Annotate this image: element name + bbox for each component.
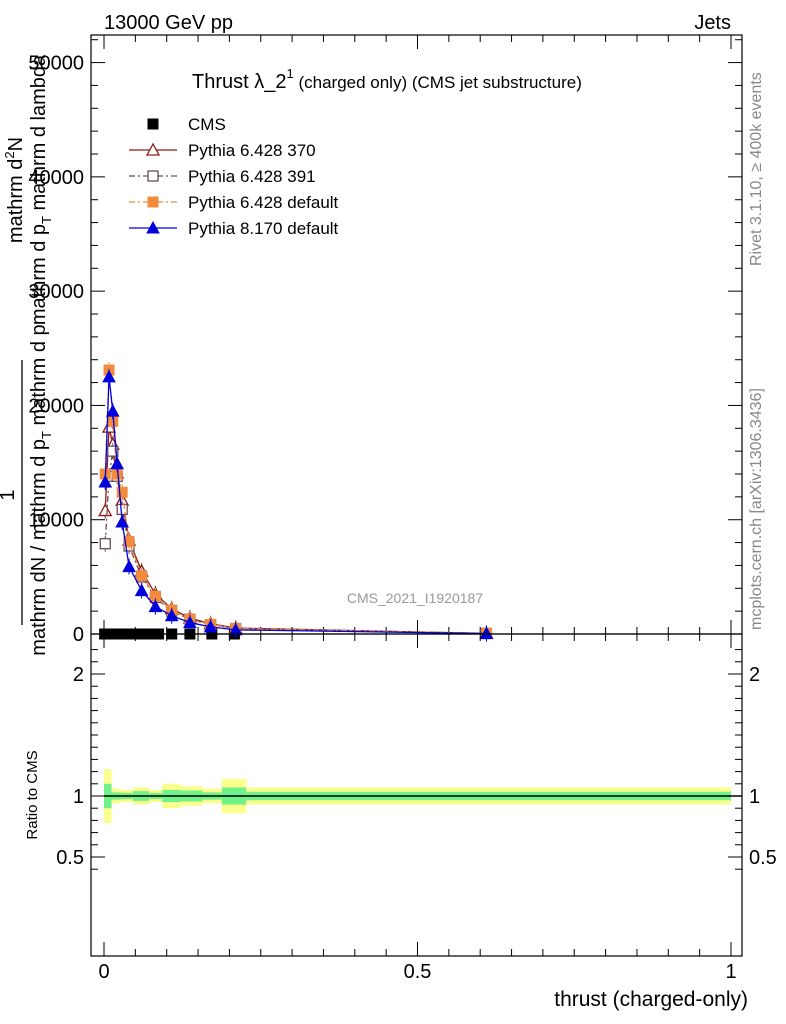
data-point: [116, 486, 128, 498]
data-point: [105, 404, 120, 417]
series-4: [98, 368, 494, 642]
legend-entry: Pythia 6.428 default: [129, 193, 339, 212]
y-tick-label: 10000: [28, 510, 84, 532]
legend-entry: CMS: [147, 115, 226, 134]
data-point: [183, 615, 197, 629]
data-point: [136, 570, 148, 582]
title-sup: 1: [287, 66, 294, 81]
y-tick-label: 20000: [28, 395, 84, 417]
main-y-tick-labels: 0 10000 20000 30000 40000 50000: [28, 53, 84, 646]
mcplots-label: mcplots.cern.ch [arXiv:1306.3436]: [748, 388, 765, 630]
ratio-y-tick-label-right: 0.5: [749, 847, 777, 869]
title-suffix: (charged only) (CMS jet substructure): [294, 73, 582, 92]
data-point: [164, 608, 179, 622]
ratio-y-label: Ratio to CMS: [24, 750, 41, 839]
legend-entry: Pythia 6.428 370: [129, 141, 316, 160]
rivet-label: Rivet 3.1.10, ≥ 400k events: [748, 72, 765, 266]
y-tick-label: 50000: [28, 53, 84, 75]
data-point: [123, 535, 135, 547]
legend-label: CMS: [188, 115, 226, 134]
ratio-y-tick-label-right: 1: [749, 786, 760, 808]
x-axis-label: thrust (charged-only): [554, 988, 748, 1011]
legend-label: Pythia 6.428 default: [188, 193, 339, 212]
data-point: [99, 538, 111, 550]
series-line: [104, 451, 487, 635]
ratio-y-tick-label-right: 2: [749, 664, 760, 686]
data-point: [115, 514, 130, 528]
data-point: [107, 445, 119, 457]
legend-marker: [146, 220, 160, 234]
x-tick-label: 0: [98, 961, 109, 983]
legend-label: Pythia 6.428 391: [188, 167, 316, 186]
main-axis-ticks: [91, 35, 742, 635]
data-point: [98, 474, 113, 488]
data-point: [148, 599, 163, 613]
ratio-y-tick-labels: 0.5 0.5 1 1 2 2: [56, 664, 777, 869]
y-tick-label: 30000: [28, 281, 84, 303]
ratio-y-tick-label: 0.5: [56, 847, 84, 869]
x-tick-labels: 0 0.5 1: [98, 961, 736, 983]
data-point: [102, 369, 116, 383]
ylabel-line2: mathrm d pT mathrm d lambda: [28, 54, 54, 325]
data-point: [134, 583, 149, 597]
x-tick-label: 1: [725, 961, 736, 983]
legend-entry: Pythia 6.428 391: [129, 167, 316, 186]
data-point: [228, 622, 243, 636]
y-tick-label: 0: [73, 624, 84, 646]
legend-label: Pythia 6.428 370: [188, 141, 316, 160]
legend-marker: [147, 170, 159, 182]
ratio-y-tick-label: 2: [73, 664, 84, 686]
legend-marker: [147, 196, 159, 208]
legend-label: Pythia 8.170 default: [188, 219, 339, 238]
ratio-axis-ticks: [91, 634, 742, 956]
x-tick-label: 0.5: [404, 961, 432, 983]
title-lambda: λ: [254, 71, 264, 93]
data-point: [479, 626, 494, 640]
ratio-frame: [90, 633, 743, 957]
title-prefix: Thrust: [192, 71, 254, 93]
data-point: [98, 503, 113, 517]
ratio-y-tick-label: 1: [73, 786, 84, 808]
data-point: [110, 456, 125, 470]
data-point: [122, 559, 136, 573]
ylabel-line1: mathrm d2N: [2, 137, 27, 243]
jets-label: Jets: [694, 12, 731, 34]
ylabel-denominator: mathrm dN / mathrm d pT mathrm d p: [28, 324, 54, 655]
legend: CMS Pythia 6.428 370 Pythia 6.428 391 Pythi…: [129, 115, 339, 238]
ylabel-numerator: 1: [0, 489, 19, 500]
energy-label: 13000 GeV pp: [104, 12, 233, 34]
main-y-label: 1 mathrm d2N mathrm d pT mathrm d lambda…: [0, 54, 54, 656]
legend-marker: [147, 118, 159, 130]
ratio-panel: 0.5 0.51 12 2 0 0.5 1 Ratio to CMS thrust (ch…: [24, 633, 777, 1011]
analysis-watermark: CMS_2021_I1920187: [347, 590, 483, 606]
title-sub: _2: [263, 71, 286, 93]
legend-marker: [145, 142, 161, 156]
data-point: [203, 619, 218, 633]
plot-title: Thrust λ_21 (charged only) (CMS jet subs…: [192, 66, 582, 93]
y-tick-label: 40000: [28, 167, 84, 189]
legend-entry: Pythia 8.170 default: [129, 219, 339, 238]
